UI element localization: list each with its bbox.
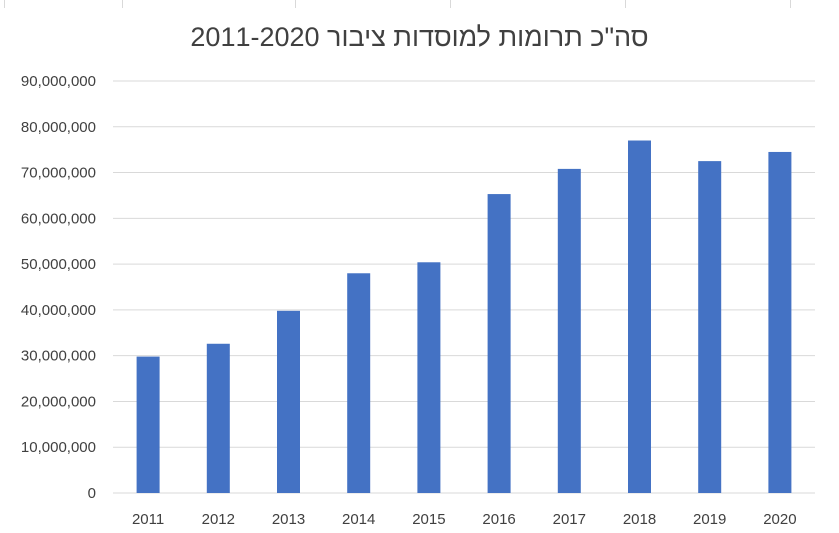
chart-title: סה"כ תרומות למוסדות ציבור 2011-2020 (190, 22, 649, 52)
y-tick-label: 20,000,000 (21, 393, 96, 410)
bar-2014 (347, 273, 371, 493)
x-tick-label: 2016 (482, 511, 515, 528)
cell-gridline (790, 0, 791, 8)
bar-2016 (487, 194, 511, 493)
cell-gridline (625, 0, 626, 8)
cell-gridline (122, 0, 123, 8)
bar-2020 (768, 151, 792, 493)
x-tick-label: 2018 (623, 511, 656, 528)
x-tick-label: 2014 (342, 511, 375, 528)
cell-gridline (295, 0, 296, 8)
bar-2015 (417, 262, 441, 493)
y-tick-label: 50,000,000 (21, 256, 96, 273)
y-tick-label: 40,000,000 (21, 302, 96, 319)
x-tick-label: 2012 (202, 511, 235, 528)
x-tick-label: 2015 (412, 511, 445, 528)
y-tick-label: 0 (88, 485, 96, 502)
bar-2013 (277, 310, 300, 493)
x-tick-label: 2020 (763, 511, 796, 528)
x-tick-label: 2017 (553, 511, 586, 528)
x-tick-label: 2011 (132, 511, 164, 528)
y-tick-label: 90,000,000 (21, 73, 96, 90)
cell-gridline (4, 0, 5, 8)
y-tick-label: 80,000,000 (21, 119, 96, 136)
y-tick-label: 10,000,000 (21, 439, 96, 456)
top-cell-gridlines (0, 0, 839, 8)
bar-2012 (206, 343, 230, 493)
y-tick-label: 60,000,000 (21, 210, 96, 227)
bar-2017 (557, 168, 581, 494)
bar-2011 (136, 356, 160, 493)
y-tick-label: 30,000,000 (21, 348, 96, 365)
bar-2019 (698, 161, 722, 493)
y-tick-label: 70,000,000 (21, 165, 96, 182)
cell-gridline (450, 0, 451, 8)
x-tick-label: 2013 (272, 511, 305, 528)
bar-2018 (628, 140, 651, 493)
x-tick-label: 2019 (693, 511, 726, 528)
